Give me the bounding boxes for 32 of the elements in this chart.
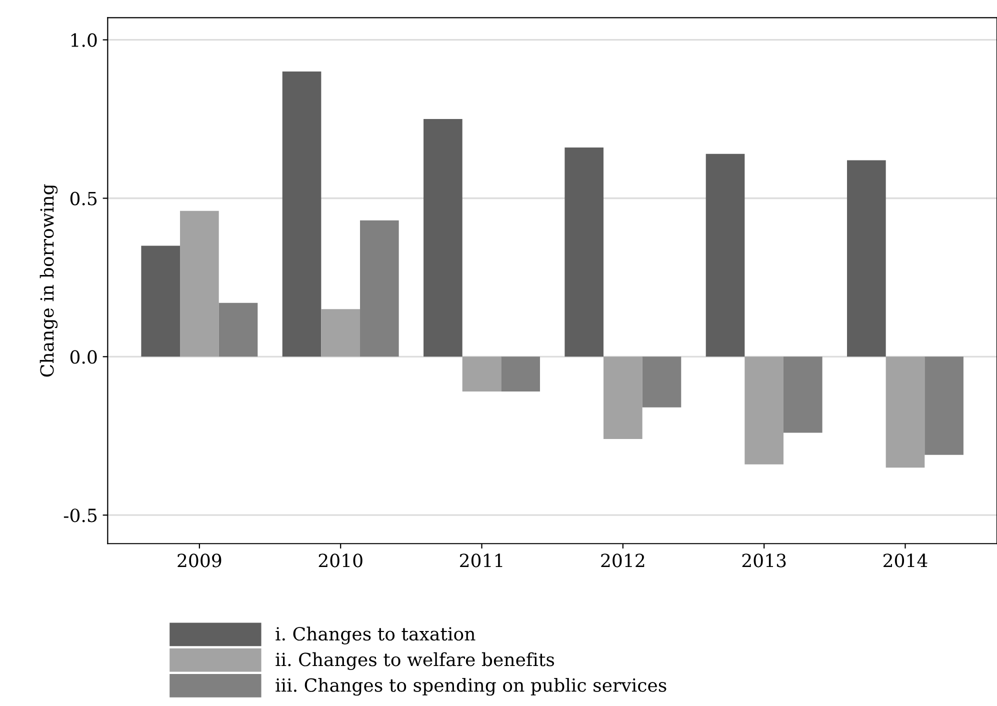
bar (180, 210, 219, 357)
y-tick-label: 1.0 (71, 33, 97, 47)
y-tick-label: 0.0 (70, 350, 97, 364)
bar (424, 119, 462, 357)
x-tick-label: 2013 (742, 554, 786, 568)
bar (141, 246, 180, 357)
y-axis-title: Change in borrowing (40, 184, 58, 377)
bar (321, 309, 360, 357)
legend-label: ii. Changes to welfare benefits (276, 652, 554, 670)
y-tick-label: 0.5 (70, 192, 97, 206)
x-tick-label: 2014 (883, 554, 928, 568)
bar (218, 302, 258, 357)
bar (847, 160, 886, 357)
bar (282, 72, 322, 357)
bar (604, 356, 642, 440)
bar (783, 356, 822, 433)
x-tick-label: 2010 (318, 554, 362, 568)
bar (706, 154, 745, 357)
bar (744, 356, 784, 464)
bar (564, 148, 604, 357)
x-tick-label: 2012 (601, 554, 644, 568)
x-tick-label: 2011 (460, 554, 502, 568)
legend-label: iii. Changes to spending on public services (276, 678, 666, 696)
bar (886, 356, 925, 468)
bar (642, 356, 682, 408)
bar (924, 356, 964, 455)
legend-label: i. Changes to taxation (276, 626, 476, 644)
bar (462, 356, 502, 392)
x-tick-label: 2009 (178, 554, 222, 568)
bar (360, 220, 399, 357)
y-tick-label: -0.5 (64, 508, 97, 522)
bar (501, 356, 540, 392)
